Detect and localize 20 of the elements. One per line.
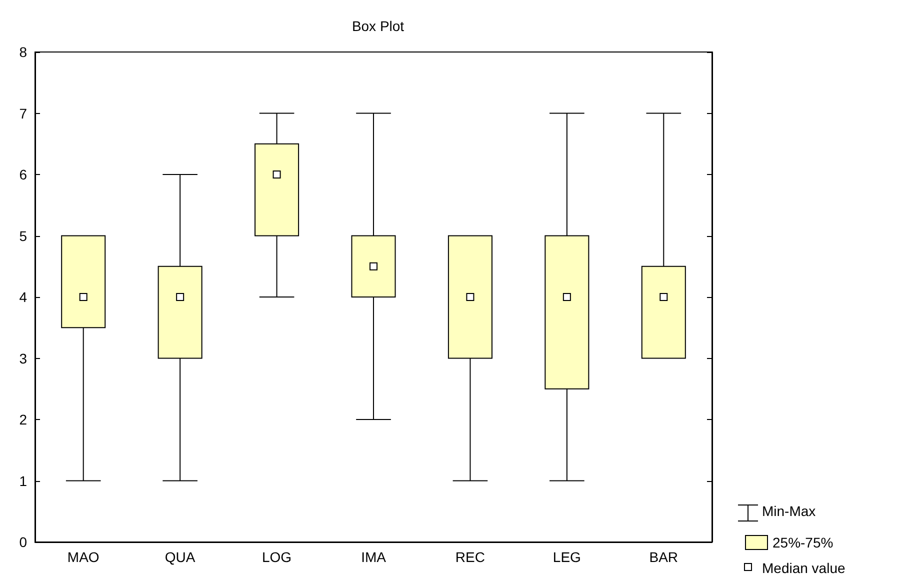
legend-label: 25%-75% xyxy=(772,534,834,550)
y-tick-label: 4 xyxy=(19,289,28,305)
text: Median value xyxy=(762,560,846,576)
x-tick-label: QUA xyxy=(164,549,196,565)
y-tick-label: 3 xyxy=(19,350,28,366)
chart-title: Box Plot xyxy=(352,18,404,34)
x-tick-label: BAR xyxy=(649,549,678,565)
y-tick-label: 5 xyxy=(19,228,28,244)
y-tick-label: 1 xyxy=(19,472,28,489)
y-tick-label: 7 xyxy=(19,105,28,122)
x-tick-label: LEG xyxy=(552,549,581,565)
y-tick-label: 6 xyxy=(19,166,28,182)
y-tick-label: 8 xyxy=(19,44,28,60)
y-tick-label: 2 xyxy=(19,412,28,428)
x-tick-label: IMA xyxy=(361,549,387,565)
x-tick-label: MAO xyxy=(67,549,100,565)
y-tick-label: 0 xyxy=(19,534,28,550)
x-tick-label: REC xyxy=(455,549,485,565)
text: Min-Max xyxy=(762,503,816,519)
x-tick-label: LOG xyxy=(262,549,292,565)
